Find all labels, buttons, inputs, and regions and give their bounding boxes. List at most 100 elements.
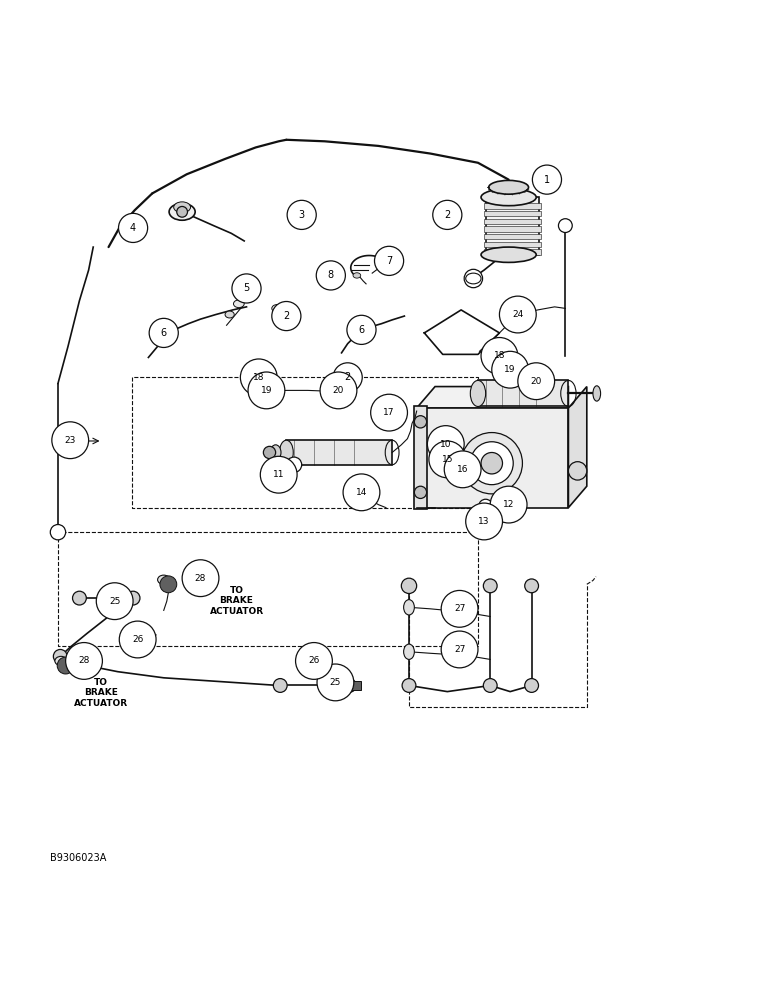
Ellipse shape (157, 575, 170, 584)
Circle shape (182, 560, 219, 597)
Bar (484, 226, 541, 232)
Circle shape (525, 579, 539, 593)
Circle shape (518, 363, 554, 400)
Circle shape (320, 372, 357, 409)
Circle shape (461, 433, 523, 494)
Circle shape (286, 457, 302, 472)
Ellipse shape (494, 352, 511, 364)
Ellipse shape (272, 305, 283, 312)
Circle shape (333, 363, 362, 392)
Circle shape (525, 679, 539, 692)
Circle shape (273, 679, 287, 692)
Ellipse shape (332, 386, 348, 398)
Text: 2: 2 (444, 210, 450, 220)
Circle shape (481, 452, 503, 474)
Ellipse shape (481, 189, 537, 206)
Text: TO
BRAKE
ACTUATOR: TO BRAKE ACTUATOR (209, 586, 263, 616)
Text: 8: 8 (328, 270, 334, 280)
Circle shape (342, 679, 356, 692)
Ellipse shape (279, 440, 293, 465)
Ellipse shape (593, 386, 601, 401)
Ellipse shape (286, 315, 293, 321)
Bar (484, 219, 541, 224)
Circle shape (464, 269, 482, 288)
Ellipse shape (357, 490, 367, 498)
Circle shape (248, 372, 285, 409)
Text: 10: 10 (440, 440, 452, 449)
Ellipse shape (353, 273, 361, 278)
Bar (478, 380, 568, 406)
Text: 26: 26 (308, 656, 320, 665)
Circle shape (428, 426, 464, 462)
Text: 12: 12 (503, 500, 514, 509)
Text: 1: 1 (544, 175, 550, 185)
Circle shape (441, 590, 478, 627)
Circle shape (481, 338, 518, 374)
Text: 27: 27 (454, 604, 466, 613)
Circle shape (353, 485, 365, 497)
Circle shape (126, 591, 140, 605)
Polygon shape (568, 387, 587, 508)
Circle shape (470, 442, 513, 485)
Circle shape (490, 486, 527, 523)
Bar (414, 406, 428, 509)
Ellipse shape (169, 203, 195, 220)
Text: 24: 24 (512, 310, 523, 319)
Bar (486, 197, 540, 255)
Text: 27: 27 (454, 645, 466, 654)
Ellipse shape (253, 374, 270, 386)
Text: B9306023A: B9306023A (50, 853, 107, 863)
Bar (484, 242, 541, 247)
Circle shape (260, 456, 297, 493)
Ellipse shape (506, 367, 518, 375)
Ellipse shape (470, 380, 486, 406)
Bar (484, 249, 541, 255)
Ellipse shape (404, 644, 415, 659)
Ellipse shape (404, 600, 415, 615)
Circle shape (444, 451, 481, 488)
Circle shape (287, 200, 317, 229)
Text: 5: 5 (243, 283, 249, 293)
Text: 3: 3 (299, 210, 305, 220)
Bar (484, 234, 541, 239)
Circle shape (266, 387, 276, 396)
Text: 18: 18 (253, 373, 265, 382)
Circle shape (149, 318, 178, 347)
Ellipse shape (265, 387, 277, 395)
Ellipse shape (481, 247, 537, 262)
Circle shape (66, 643, 103, 679)
Circle shape (119, 213, 147, 242)
Circle shape (415, 416, 427, 428)
Text: 28: 28 (78, 656, 90, 665)
Circle shape (499, 296, 537, 333)
Ellipse shape (233, 300, 244, 308)
Text: 28: 28 (195, 574, 206, 583)
Circle shape (120, 621, 156, 658)
Ellipse shape (55, 656, 67, 666)
Text: 7: 7 (386, 256, 392, 266)
Ellipse shape (242, 287, 256, 297)
Circle shape (415, 486, 427, 498)
Circle shape (232, 274, 261, 303)
Polygon shape (417, 387, 568, 408)
Circle shape (533, 165, 561, 194)
Circle shape (466, 503, 503, 540)
Circle shape (441, 631, 478, 668)
Ellipse shape (443, 442, 451, 448)
Ellipse shape (530, 377, 546, 388)
Circle shape (429, 441, 466, 478)
Text: 11: 11 (273, 470, 284, 479)
Ellipse shape (389, 254, 398, 261)
Circle shape (507, 367, 516, 376)
Circle shape (177, 206, 188, 217)
Circle shape (568, 462, 587, 480)
Circle shape (483, 579, 497, 593)
Text: 6: 6 (161, 328, 167, 338)
Circle shape (558, 219, 572, 233)
Circle shape (50, 525, 66, 540)
Circle shape (483, 679, 497, 692)
Text: 19: 19 (504, 365, 516, 374)
Circle shape (96, 583, 133, 620)
Ellipse shape (283, 313, 296, 323)
Text: 15: 15 (442, 455, 453, 464)
